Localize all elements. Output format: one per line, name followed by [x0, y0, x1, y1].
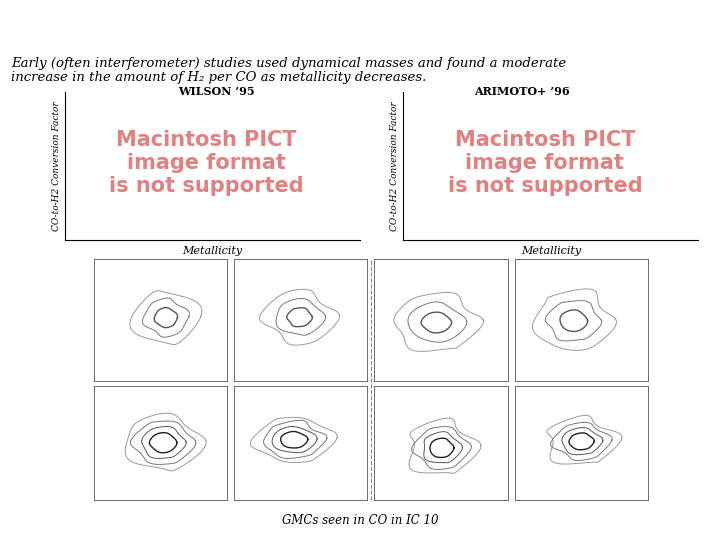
Text: GMCs seen in CO in IC 10: GMCs seen in CO in IC 10 [282, 514, 438, 526]
Y-axis label: CO-to-H2 Conversion Factor: CO-to-H2 Conversion Factor [52, 101, 60, 231]
Text: Using CO Dynamical Masses to Calibrate X: Using CO Dynamical Masses to Calibrate X [11, 10, 590, 36]
Text: increase in the amount of H₂ per CO as metallicity decreases.: increase in the amount of H₂ per CO as m… [11, 71, 426, 84]
Text: Macintosh PICT
image format
is not supported: Macintosh PICT image format is not suppo… [448, 130, 642, 196]
Text: Macintosh PICT
image format
is not supported: Macintosh PICT image format is not suppo… [109, 130, 304, 196]
Y-axis label: CO-to-H2 Conversion Factor: CO-to-H2 Conversion Factor [390, 101, 399, 231]
Text: Metallicity: Metallicity [182, 246, 243, 256]
Text: ARIMOTO+ ’96: ARIMOTO+ ’96 [474, 86, 570, 97]
Text: …: … [535, 10, 562, 36]
Text: Early (often interferometer) studies used dynamical masses and found a moderate: Early (often interferometer) studies use… [11, 57, 566, 70]
Text: WILSON ’95: WILSON ’95 [178, 86, 254, 97]
Text: Metallicity: Metallicity [521, 246, 581, 256]
Text: CO: CO [509, 23, 536, 40]
